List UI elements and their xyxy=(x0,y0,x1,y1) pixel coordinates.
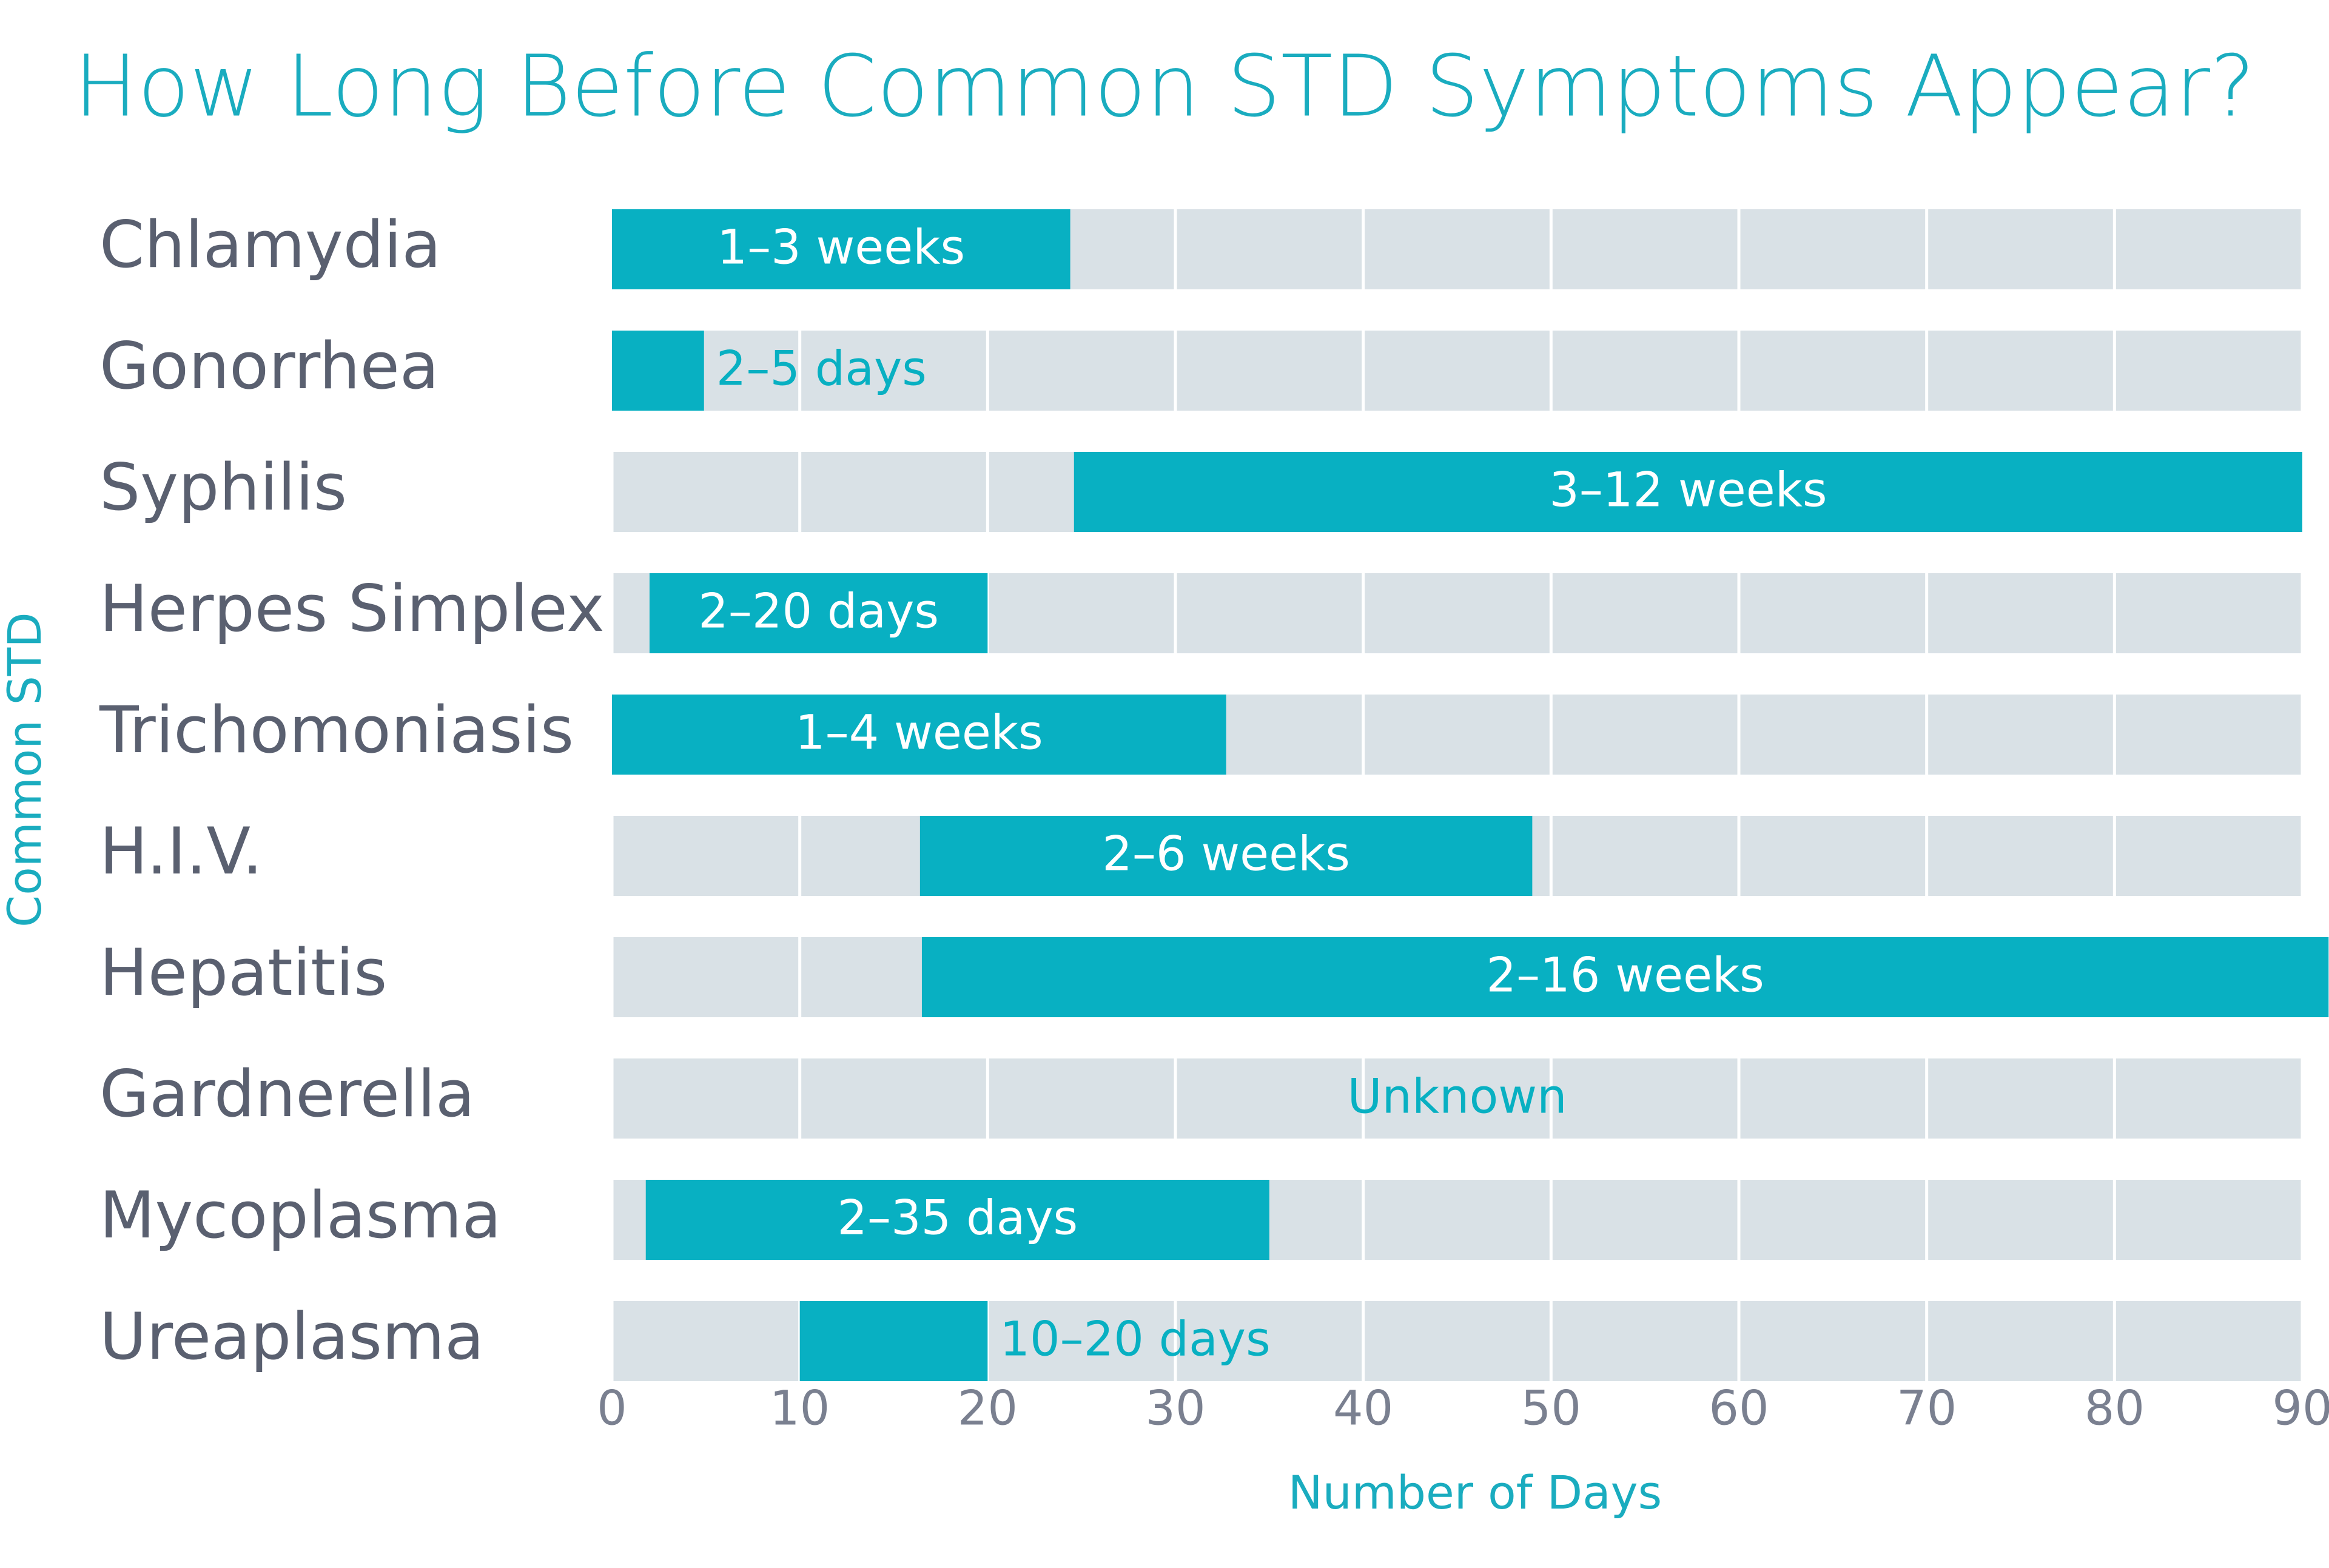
track xyxy=(612,1058,2302,1139)
x-tick-label: 10 xyxy=(770,1381,830,1436)
bar-label: 2–16 weeks xyxy=(1487,948,1764,1003)
x-tick-label: 20 xyxy=(958,1381,1018,1436)
y-tick-label: Gardnerella xyxy=(99,1057,475,1131)
bar-label: 2–6 weeks xyxy=(1102,827,1350,881)
y-tick-label: Hepatitis xyxy=(99,935,387,1010)
bar xyxy=(919,816,1533,896)
bar-label: 1–4 weeks xyxy=(795,705,1043,760)
y-tick-label: H.I.V. xyxy=(99,814,263,889)
bar xyxy=(612,209,1070,289)
bar-label: 2–5 days xyxy=(716,342,927,396)
bar xyxy=(921,937,2329,1017)
y-tick-label: Trichomoniasis xyxy=(99,693,574,767)
bar xyxy=(1074,452,2302,532)
bar-label: 10–20 days xyxy=(1000,1312,1270,1367)
y-tick-label: Ureaplasma xyxy=(99,1299,484,1374)
x-tick-label: 40 xyxy=(1333,1381,1393,1436)
bar xyxy=(612,331,704,411)
bar xyxy=(645,1180,1269,1260)
bar-label: 3–12 weeks xyxy=(1549,463,1827,517)
x-tick-label: 70 xyxy=(1897,1381,1957,1436)
bar-label: 2–20 days xyxy=(698,584,939,639)
bar xyxy=(612,695,1226,775)
x-axis-label: Number of Days xyxy=(1288,1465,1662,1519)
bar xyxy=(649,573,988,653)
x-tick-label: 0 xyxy=(597,1381,627,1436)
x-tick-label: 60 xyxy=(1709,1381,1769,1436)
bar-label: 2–35 days xyxy=(837,1191,1078,1245)
y-tick-label: Syphilis xyxy=(99,450,347,525)
bar-label: 1–3 weeks xyxy=(717,220,965,275)
y-tick-label: Gonorrhea xyxy=(99,329,439,403)
x-tick-label: 80 xyxy=(2085,1381,2145,1436)
chart-title: How Long Before Common STD Symptoms Appe… xyxy=(74,38,2256,136)
x-tick-label: 30 xyxy=(1145,1381,1205,1436)
bar-label: Unknown xyxy=(1347,1069,1567,1124)
y-tick-label: Chlamydia xyxy=(99,207,441,282)
track xyxy=(612,331,2302,411)
bar xyxy=(799,1301,988,1381)
y-tick-label: Mycoplasma xyxy=(99,1178,501,1253)
y-axis-label: Common STD xyxy=(0,612,52,927)
x-tick-label: 90 xyxy=(2272,1381,2329,1436)
y-tick-label: Herpes Simplex xyxy=(99,571,605,646)
x-tick-label: 50 xyxy=(1521,1381,1581,1436)
